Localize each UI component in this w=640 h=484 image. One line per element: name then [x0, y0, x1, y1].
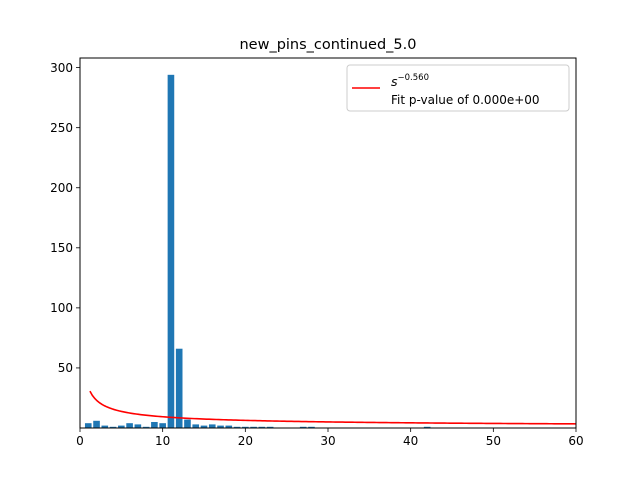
x-tick-label: 20	[238, 434, 253, 448]
bar-3	[101, 425, 109, 428]
bar-20	[242, 426, 249, 428]
y-axis: 50 100 150 200 250 300	[50, 61, 80, 375]
x-tick-label: 50	[486, 434, 501, 448]
y-tick-label: 150	[50, 241, 73, 255]
chart-title: new_pins_continued_5.0	[239, 37, 416, 53]
bar-42	[423, 426, 431, 428]
legend-fit-base: s	[391, 74, 398, 89]
bar-8	[142, 426, 150, 428]
legend-box	[346, 64, 570, 112]
legend-fit-pvalue: Fit p-value of 0.000e+00	[391, 93, 540, 107]
bar-11	[167, 74, 175, 428]
bar-18	[225, 425, 233, 428]
y-tick-label: 50	[58, 361, 73, 375]
bar-2	[93, 420, 100, 428]
x-axis: 0 10 20 30 40 50 60	[76, 428, 584, 448]
bar-15	[200, 425, 208, 428]
bar-5	[118, 425, 125, 428]
x-tick-label: 10	[155, 434, 170, 448]
bar-21	[250, 426, 257, 428]
bar-1	[84, 423, 92, 428]
y-tick-label: 100	[50, 301, 73, 315]
x-tick-label: 60	[568, 434, 583, 448]
fit-line	[89, 390, 577, 425]
y-tick-label: 200	[50, 181, 73, 195]
bar-7	[134, 424, 142, 428]
bar-28	[308, 426, 315, 428]
bar-23	[266, 426, 274, 428]
bar-13	[184, 419, 191, 428]
y-tick-label: 250	[50, 121, 73, 135]
legend-fit-formula: s−0.560	[391, 73, 429, 89]
x-tick-label: 40	[403, 434, 418, 448]
plot-area	[84, 74, 577, 428]
bar-22	[258, 426, 266, 428]
bar-16	[208, 424, 216, 428]
bar-19	[233, 426, 241, 428]
legend-fit-exponent: −0.560	[398, 73, 429, 83]
bar-27	[299, 426, 307, 428]
bar-17	[217, 425, 224, 428]
bar-12	[175, 348, 183, 428]
bar-14	[192, 424, 200, 428]
bar-6	[126, 423, 133, 428]
x-tick-label: 0	[76, 434, 84, 448]
bar-10	[159, 423, 166, 428]
bar-9	[151, 421, 158, 428]
bar-4	[109, 426, 117, 428]
x-tick-label: 30	[320, 434, 335, 448]
legend: s−0.560 Fit p-value of 0.000e+00	[346, 64, 570, 112]
y-tick-label: 300	[50, 61, 73, 75]
